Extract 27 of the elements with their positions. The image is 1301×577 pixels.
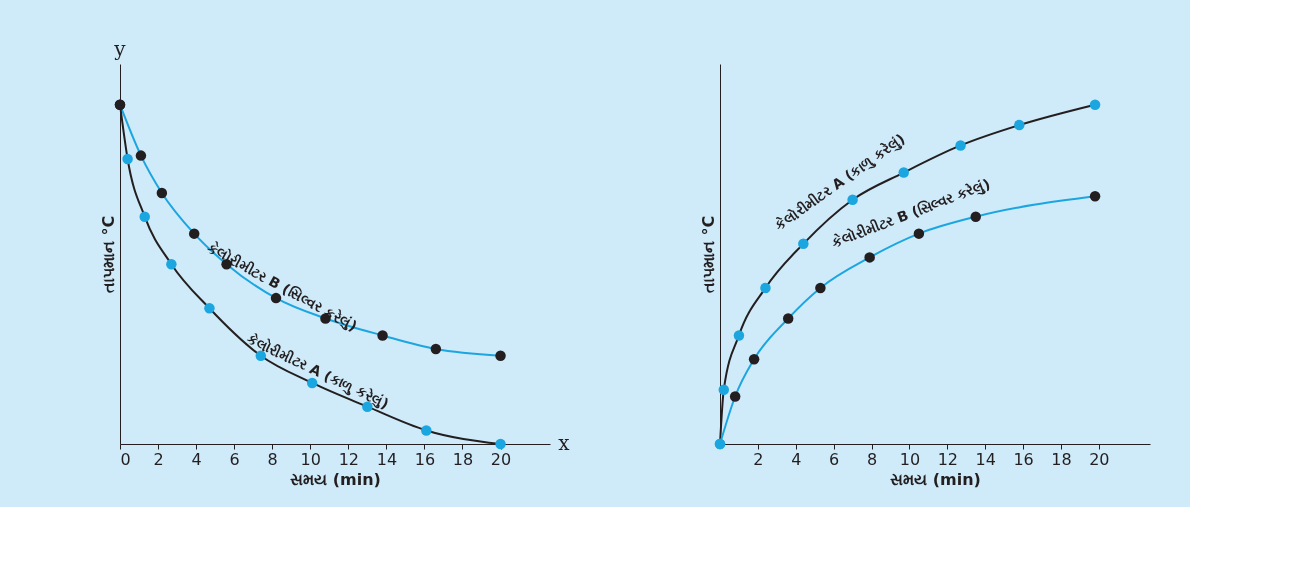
y-axis-title: તાપમાન °C bbox=[98, 215, 118, 294]
x-tick-label: 0 bbox=[120, 449, 131, 469]
text: x bbox=[558, 431, 571, 455]
x-tick-label: 12 bbox=[338, 449, 359, 469]
x-tick-label: 20 bbox=[490, 449, 512, 469]
x-tick-label: 20 bbox=[1089, 449, 1110, 469]
text: y bbox=[113, 37, 127, 61]
x-tick-label: 6 bbox=[829, 449, 840, 469]
x-tick-label: 12 bbox=[937, 449, 958, 469]
x-tick-label: 14 bbox=[975, 449, 996, 469]
x-tick-label: 2 bbox=[153, 449, 164, 469]
x-tick-label: 16 bbox=[1013, 449, 1034, 469]
x-tick-label: 4 bbox=[191, 449, 202, 469]
x-tick-label: 16 bbox=[414, 449, 436, 469]
x-tick-label: 8 bbox=[866, 449, 878, 469]
x-tick-label: 8 bbox=[267, 449, 278, 469]
x-tick-label: 10 bbox=[899, 449, 921, 469]
x-tick-label: 14 bbox=[376, 449, 398, 469]
y-axis-title: તાપમાન °C bbox=[698, 215, 718, 294]
x-axis-title: સમય (min) bbox=[890, 469, 981, 489]
x-tick-label: 4 bbox=[791, 449, 802, 469]
x-tick-label: 10 bbox=[300, 449, 321, 469]
x-axis-title: સમય (min) bbox=[290, 469, 381, 489]
x-tick-label: 18 bbox=[1051, 449, 1072, 469]
x-tick-label: 6 bbox=[229, 449, 240, 469]
x-tick-label: 18 bbox=[452, 449, 474, 469]
x-tick-label: 2 bbox=[753, 449, 764, 469]
